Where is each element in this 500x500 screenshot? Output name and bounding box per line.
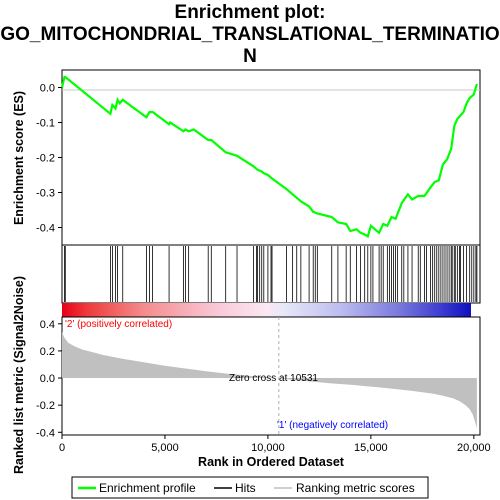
rank-color-gradient [62, 303, 471, 317]
metric-y-tick-label: 0.4 [40, 319, 55, 331]
metric-y-tick-label: -0.2 [36, 400, 55, 412]
legend-frame [71, 476, 429, 499]
x-tick-label: 15,000 [354, 442, 388, 454]
positive-correlation-label: '2' (positively correlated) [65, 319, 172, 330]
legend-hits-label: Hits [235, 481, 256, 495]
es-panel-frame [61, 69, 481, 246]
es-y-tick-label: -0.4 [36, 223, 55, 235]
metric-y-tick-label: 0.2 [40, 346, 55, 358]
x-tick-label: 10,000 [251, 442, 285, 454]
metric-y-axis-label: Ranked list metric (Signal2Noise) [12, 276, 26, 474]
es-y-axis-label: Enrichment score (ES) [12, 91, 26, 225]
chart-title-line3: N [243, 46, 257, 67]
hits-panel [61, 244, 481, 304]
es-panel: 0.0 -0.1 -0.2 -0.3 -0.4 Enrichment score (ES… [12, 69, 481, 246]
metric-y-tick-label: -0.4 [36, 427, 55, 439]
x-axis: 0 5,000 10,000 15,000 20,000 [59, 435, 491, 454]
chart-title-line2: GO_MITOCHONDRIAL_TRANSLATIONAL_TERMINATI… [0, 24, 499, 45]
legend-enrichment-label: Enrichment profile [99, 481, 196, 495]
metric-y-tick-label: 0.0 [40, 373, 55, 385]
metric-panel: 0.4 0.2 0.0 -0.2 -0.4 '2' (positively correl… [12, 276, 481, 474]
es-y-tick-label: 0.0 [40, 83, 55, 95]
negative-correlation-label: '1' (negatively correlated) [277, 420, 388, 431]
ranking-metric-area [62, 331, 477, 429]
chart-title-line1: Enrichment plot: [175, 2, 326, 23]
legend: Enrichment profile Hits Ranking metric s… [71, 476, 429, 499]
legend-metric-label: Ranking metric scores [296, 481, 415, 495]
rank-color-bar [62, 303, 471, 317]
zero-cross-label: Zero cross at 10531 [229, 373, 318, 384]
es-y-tick-label: -0.3 [36, 188, 55, 200]
enrichment-profile-line [60, 75, 478, 238]
es-y-tick-label: -0.1 [36, 118, 55, 130]
x-tick-label: 5,000 [151, 442, 179, 454]
x-tick-label: 0 [59, 442, 65, 454]
x-axis-label: Rank in Ordered Dataset [198, 455, 345, 469]
es-y-tick-label: -0.2 [36, 153, 55, 165]
x-tick-label: 20,000 [457, 442, 491, 454]
